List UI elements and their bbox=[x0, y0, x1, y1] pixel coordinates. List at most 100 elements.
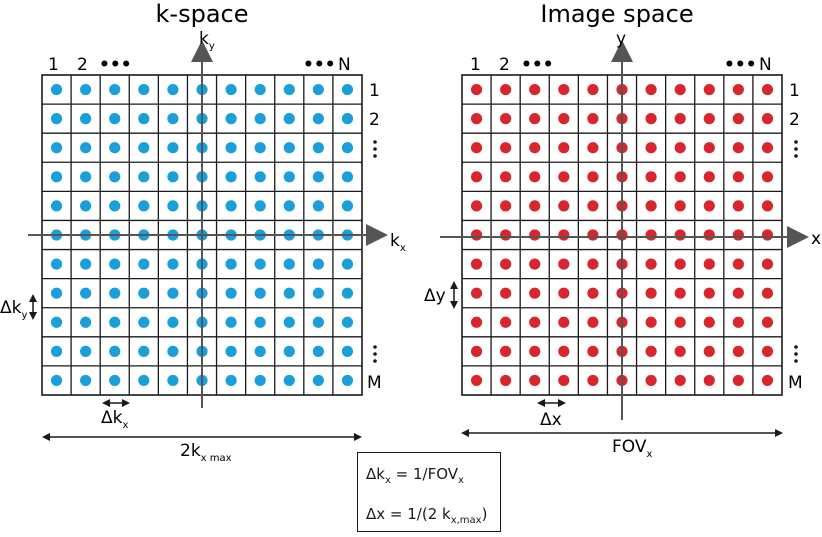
imagespace-delta-y-label: Δy bbox=[424, 286, 446, 306]
kspace-sample-point bbox=[225, 345, 237, 357]
kspace-sample-point bbox=[254, 113, 266, 125]
imagespace-sample-point bbox=[761, 345, 774, 357]
imagespace-sample-point bbox=[732, 374, 744, 387]
imagespace-sample-point bbox=[703, 345, 715, 357]
imagespace-sample-point bbox=[761, 142, 774, 154]
imagespace-sample-point bbox=[703, 113, 715, 125]
imagespace-sample-point bbox=[761, 287, 774, 299]
kspace-sample-point bbox=[225, 171, 237, 183]
kspace-sample-point bbox=[138, 374, 150, 387]
imagespace-sample-point bbox=[529, 229, 541, 241]
imagespace-sample-point bbox=[703, 142, 715, 154]
imagespace-sample-point bbox=[470, 345, 483, 357]
imagespace-sample-point bbox=[470, 142, 483, 154]
kspace-sample-point bbox=[138, 142, 150, 154]
imagespace-sample-point bbox=[674, 229, 686, 241]
imagespace-sample-point bbox=[470, 171, 483, 183]
kspace-sample-point bbox=[341, 83, 354, 96]
imagespace-sample-point bbox=[529, 142, 541, 154]
kspace-sample-point bbox=[283, 113, 295, 125]
imagespace-sample-point bbox=[761, 171, 774, 183]
imagespace-sample-point bbox=[761, 113, 774, 125]
kspace-sample-point bbox=[80, 345, 92, 357]
imagespace-sample-point bbox=[645, 345, 657, 357]
kspace-sample-point bbox=[50, 258, 63, 270]
kspace-sample-point bbox=[225, 287, 237, 299]
kspace-sample-point bbox=[109, 345, 121, 357]
kspace-col-label-first: 1 bbox=[48, 55, 59, 75]
imagespace-sample-point bbox=[587, 287, 599, 299]
imagespace-sample-point bbox=[558, 83, 570, 96]
kspace-title: k-space bbox=[156, 0, 249, 28]
imagespace-sample-point bbox=[645, 113, 657, 125]
kspace-sample-point bbox=[167, 374, 179, 387]
imagespace-row-label-last: M bbox=[788, 373, 803, 393]
imagespace-sample-point bbox=[587, 83, 599, 96]
kspace-sample-point bbox=[167, 171, 179, 183]
kspace-sample-point bbox=[341, 258, 354, 270]
kspace-row-label-last: M bbox=[367, 373, 382, 393]
kspace-delta-ky-label: Δky bbox=[0, 298, 27, 321]
kspace-sample-point bbox=[138, 258, 150, 270]
kspace-sample-point bbox=[167, 113, 179, 125]
imagespace-sample-point bbox=[674, 345, 686, 357]
imagespace-sample-point bbox=[587, 345, 599, 357]
imagespace-sample-point bbox=[558, 171, 570, 183]
kspace-sample-point bbox=[50, 113, 63, 125]
imagespace-sample-point bbox=[703, 258, 715, 270]
kspace-sample-point bbox=[50, 83, 63, 96]
imagespace-sample-point bbox=[470, 316, 483, 328]
kspace-sample-point bbox=[138, 316, 150, 328]
imagespace-extent-label: FOVx bbox=[612, 437, 653, 460]
imagespace-x-label: x bbox=[811, 229, 821, 249]
kspace-sample-point bbox=[254, 258, 266, 270]
kspace-sample-point bbox=[312, 258, 324, 270]
kspace-panel: k-space ky kx 1 2 ••• ••• N 1 2 M Δky Δk… bbox=[0, 0, 406, 464]
imagespace-sample-point bbox=[558, 258, 570, 270]
imagespace-sample-point bbox=[703, 374, 715, 387]
kspace-sample-point bbox=[167, 200, 179, 212]
imagespace-sample-point bbox=[703, 316, 715, 328]
kspace-sample-point bbox=[80, 287, 92, 299]
imagespace-y-arrowhead bbox=[611, 40, 633, 62]
kspace-sample-point bbox=[312, 316, 324, 328]
imagespace-sample-point bbox=[674, 287, 686, 299]
imagespace-sample-point bbox=[645, 229, 657, 241]
imagespace-sample-point bbox=[703, 200, 715, 212]
kspace-sample-point bbox=[167, 83, 179, 96]
kspace-sample-point bbox=[341, 113, 354, 125]
imagespace-sample-points bbox=[470, 83, 774, 387]
kspace-sample-point bbox=[254, 83, 266, 96]
imagespace-sample-point bbox=[703, 229, 715, 241]
imagespace-sample-point bbox=[470, 287, 483, 299]
kspace-sample-point bbox=[80, 316, 92, 328]
kspace-row-label-first: 1 bbox=[369, 81, 380, 101]
formula-box: Δkx = 1/FOVx Δx = 1/(2 kx,max) bbox=[357, 452, 501, 532]
kspace-sample-point bbox=[109, 287, 121, 299]
kspace-sample-point bbox=[138, 345, 150, 357]
kspace-sample-point bbox=[50, 142, 63, 154]
kspace-sample-point bbox=[138, 200, 150, 212]
kspace-kx-label: kx bbox=[390, 231, 406, 254]
imagespace-sample-point bbox=[674, 171, 686, 183]
imagespace-sample-point bbox=[500, 113, 512, 125]
imagespace-x-arrowhead bbox=[787, 226, 809, 248]
imagespace-col-label-second: 2 bbox=[499, 55, 510, 75]
kspace-col-ellipsis-left: ••• bbox=[99, 55, 132, 75]
kspace-row-ellipsis-bottom bbox=[373, 345, 377, 363]
kspace-sample-point bbox=[312, 287, 324, 299]
imagespace-sample-point bbox=[558, 316, 570, 328]
kspace-sample-point bbox=[109, 316, 121, 328]
kspace-sample-point bbox=[341, 287, 354, 299]
imagespace-sample-point bbox=[529, 113, 541, 125]
imagespace-sample-point bbox=[500, 374, 512, 387]
kspace-sample-point bbox=[167, 258, 179, 270]
kspace-sample-point bbox=[341, 374, 354, 387]
kspace-extent-label: 2kx max bbox=[180, 441, 232, 464]
imagespace-sample-point bbox=[500, 171, 512, 183]
imagespace-sample-point bbox=[470, 200, 483, 212]
kspace-sample-point bbox=[138, 287, 150, 299]
kspace-sample-point bbox=[225, 113, 237, 125]
imagespace-sample-point bbox=[558, 229, 570, 241]
